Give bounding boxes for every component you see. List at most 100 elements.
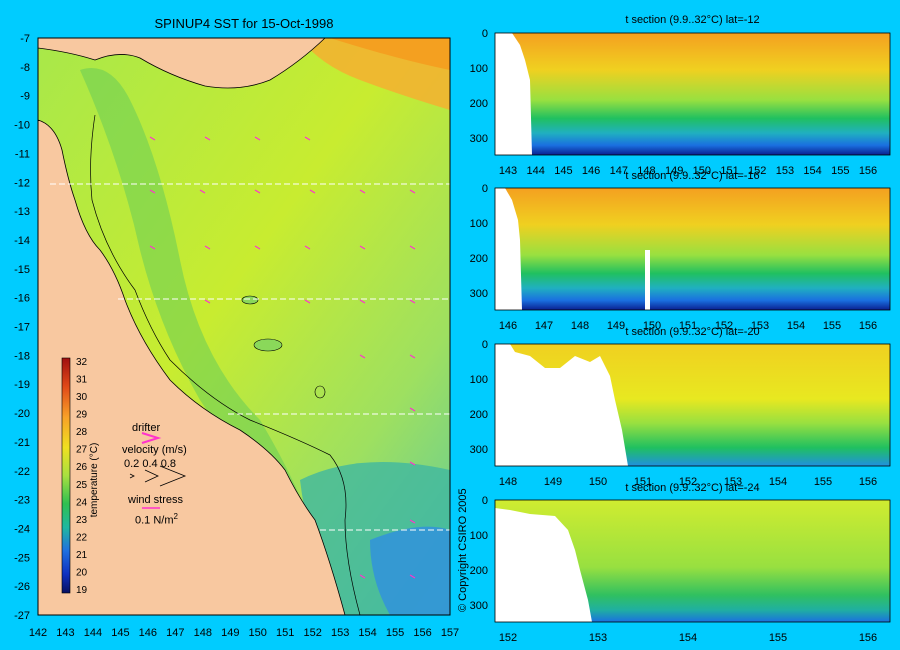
section-depth-tick: 100 <box>470 530 488 542</box>
legend-wind-value-text: 0.1 N/m <box>135 514 174 527</box>
section-lon-tick: 146 <box>499 320 517 332</box>
section-lon-tick: 152 <box>679 476 697 488</box>
colorbar-tick: 30 <box>76 392 88 403</box>
map-lat-tick: -22 <box>14 466 30 478</box>
map-lon-tick: 146 <box>139 627 157 639</box>
map-lat-tick: -8 <box>20 62 30 74</box>
section-lon-tick: 150 <box>693 165 711 177</box>
section-3-title: t section (9.9..32°C) lat=-20 <box>625 326 760 338</box>
colorbar-tick: 25 <box>76 480 88 491</box>
colorbar-tick: 24 <box>76 497 88 508</box>
section-lon-tick: 143 <box>499 165 517 177</box>
legend-wind-label: wind stress <box>128 494 184 506</box>
section-depth-tick: 0 <box>482 495 488 507</box>
section-lon-tick: 153 <box>589 632 607 644</box>
section-1-plot <box>494 32 891 156</box>
section-4-plot <box>494 499 891 623</box>
section-lon-tick: 151 <box>679 320 697 332</box>
section-lon-tick: 152 <box>748 165 766 177</box>
section-lon-tick: 154 <box>679 632 697 644</box>
section-2-plot <box>494 187 891 311</box>
section-lon-tick: 153 <box>724 476 742 488</box>
map-lon-tick: 144 <box>84 627 102 639</box>
section-lon-tick: 153 <box>776 165 794 177</box>
section-lon-tick: 154 <box>769 476 787 488</box>
section-lon-tick: 155 <box>814 476 832 488</box>
section-lon-tick: 150 <box>589 476 607 488</box>
copyright: © Copyright CSIRO 2005 <box>457 488 469 612</box>
section-4-title: t section (9.9..32°C) lat=-24 <box>625 482 760 494</box>
drifter-arrow-icon <box>141 432 162 444</box>
section-depth-tick: 100 <box>470 374 488 386</box>
legend-drifter-label: drifter <box>132 422 161 434</box>
map-lon-tick: 148 <box>194 627 212 639</box>
section-3-plot <box>494 343 891 467</box>
section-depth-tick: 200 <box>470 565 488 577</box>
section-lon-tick: 152 <box>499 632 517 644</box>
section-lon-tick: 154 <box>787 320 805 332</box>
section-lon-tick: 152 <box>715 320 733 332</box>
section-lon-tick: 149 <box>544 476 562 488</box>
map-lon-tick: 145 <box>111 627 129 639</box>
map-lon-tick: 147 <box>166 627 184 639</box>
section-1-title: t section (9.9..32°C) lat=-12 <box>625 14 760 26</box>
colorbar-tick: 21 <box>76 550 88 561</box>
velocity-arrows-icon <box>129 465 187 487</box>
section-lon-tick: 151 <box>634 476 652 488</box>
legend-wind-exp: 2 <box>173 512 178 521</box>
legend-wind-value: 0.1 N/m2 <box>135 512 178 527</box>
colorbar-tick: 28 <box>76 427 88 438</box>
section-depth-tick: 0 <box>482 183 488 195</box>
section-lon-tick: 156 <box>859 632 877 644</box>
section-lon-tick: 148 <box>571 320 589 332</box>
legend-velocity-values: 0.2 0.4 0.8 <box>124 458 176 470</box>
map-lat-tick: -17 <box>14 322 30 334</box>
section-lon-tick: 151 <box>720 165 738 177</box>
map-lat-tick: -20 <box>14 408 30 420</box>
map-lat-tick: -7 <box>20 33 30 45</box>
section-depth-tick: 300 <box>470 444 488 456</box>
legend-velocity-label: velocity (m/s) <box>122 444 187 456</box>
colorbar-tick: 31 <box>76 375 88 386</box>
map-lon-tick: 156 <box>413 627 431 639</box>
section-2-title: t section (9.9..32°C) lat=-16 <box>625 170 760 182</box>
colorbar-tick: 19 <box>76 585 88 596</box>
section-lon-tick: 155 <box>823 320 841 332</box>
section-lon-tick: 154 <box>803 165 821 177</box>
section-depth-tick: 0 <box>482 339 488 351</box>
section-lon-tick: 149 <box>665 165 683 177</box>
map-lat-tick: -25 <box>14 552 30 564</box>
section-lon-tick: 156 <box>859 476 877 488</box>
map-lat-tick: -12 <box>14 177 30 189</box>
map-lat-tick: -10 <box>14 120 30 132</box>
map-lon-tick: 151 <box>276 627 294 639</box>
section-depth-tick: 100 <box>470 218 488 230</box>
section-lon-tick: 147 <box>535 320 553 332</box>
map-lon-tick: 154 <box>358 627 376 639</box>
section-depth-tick: 300 <box>470 600 488 612</box>
map-lat-tick: -26 <box>14 581 30 593</box>
colorbar-tick: 32 <box>76 357 88 368</box>
map-lon-tick: 153 <box>331 627 349 639</box>
colorbar-tick: 22 <box>76 532 88 543</box>
map-lat-tick: -19 <box>14 379 30 391</box>
map-lat-tick: -16 <box>14 293 30 305</box>
colorbar <box>61 357 71 594</box>
section-depth-tick: 300 <box>470 288 488 300</box>
map-plot-area <box>37 37 451 616</box>
map-lon-tick: 157 <box>441 627 459 639</box>
map-lat-tick: -21 <box>14 437 30 449</box>
colorbar-tick: 29 <box>76 410 88 421</box>
map-lon-tick: 149 <box>221 627 239 639</box>
map-lat-tick: -13 <box>14 206 30 218</box>
section-lon-tick: 156 <box>859 320 877 332</box>
section-lon-tick: 146 <box>582 165 600 177</box>
colorbar-tick: 23 <box>76 515 88 526</box>
map-lat-tick: -11 <box>15 148 30 160</box>
section-depth-tick: 200 <box>470 253 488 265</box>
section-lon-tick: 144 <box>527 165 545 177</box>
section-lon-tick: 155 <box>831 165 849 177</box>
section-depth-tick: 200 <box>470 98 488 110</box>
section-lon-tick: 147 <box>610 165 628 177</box>
section-lon-tick: 150 <box>643 320 661 332</box>
